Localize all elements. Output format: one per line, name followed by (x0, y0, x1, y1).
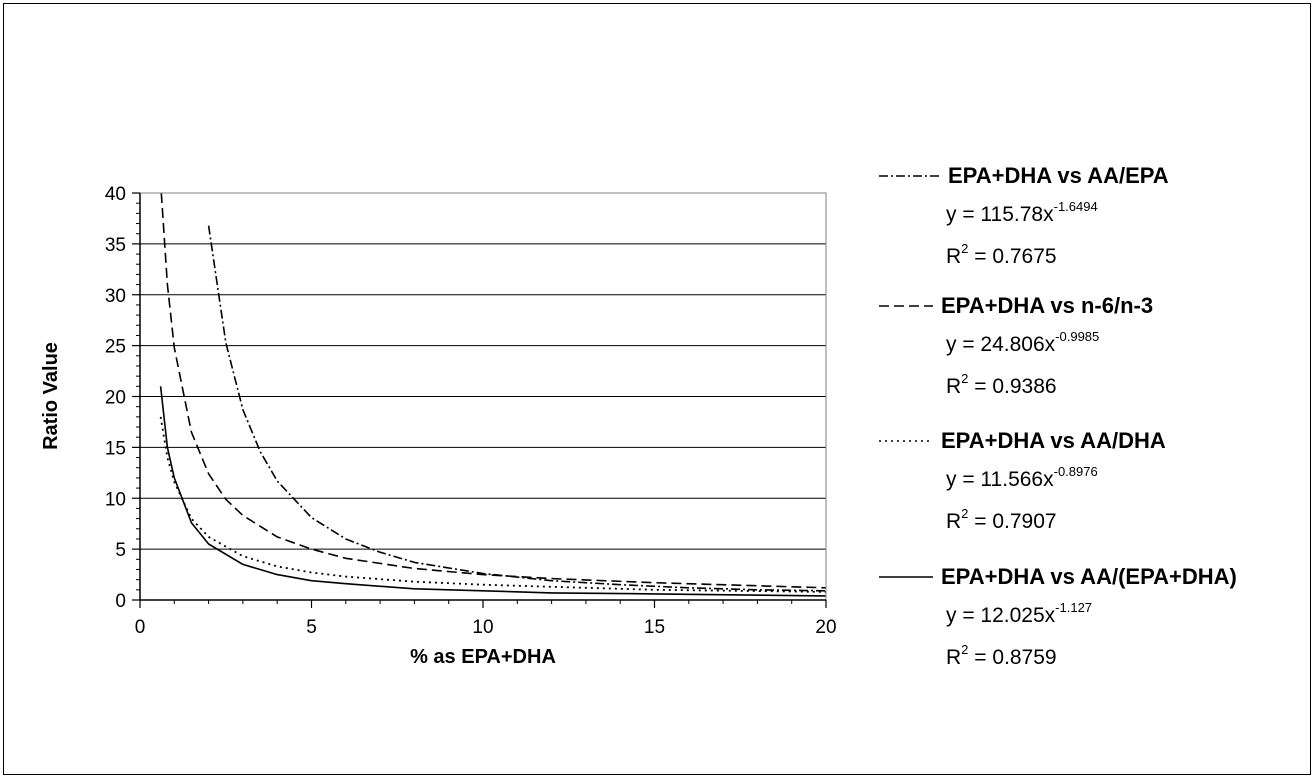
equation-exponent: -0.8976 (1054, 464, 1098, 479)
r-squared-value: = 0.8759 (968, 646, 1056, 669)
y-axis-title: Ratio Value (40, 342, 62, 450)
equation-text: y = 11.566x (946, 468, 1054, 491)
y-tick-label: 25 (105, 337, 126, 358)
chart-frame (3, 3, 1311, 775)
r-squared-exponent: 2 (961, 642, 968, 657)
legend-r-squared: R2 = 0.7907 (946, 506, 1057, 533)
x-tick-label: 5 (306, 617, 317, 638)
legend-r-squared: R2 = 0.8759 (946, 642, 1057, 669)
x-axis-title: % as EPA+DHA (410, 646, 556, 668)
plot-series (159, 193, 826, 597)
r-squared-value: = 0.7675 (968, 245, 1056, 268)
y-tick-label: 10 (105, 489, 126, 510)
legend-equation: y = 115.78x-1.6494 (946, 199, 1098, 226)
axes: 0 5 10 15 20 25 30 35 40 0 5 10 15 20 % as EPA+DHA Ra… (40, 184, 837, 668)
legend-entry: EPA+DHA vs AA/EPA y = 115.78x-1.6494 R2 = … (879, 163, 1169, 268)
legend-r-squared: R2 = 0.7675 (946, 241, 1057, 268)
r-squared-label: R (946, 646, 961, 669)
x-tick-label: 0 (135, 617, 146, 638)
legend-r-squared: R2 = 0.9386 (946, 371, 1057, 398)
series-line-3 (159, 416, 826, 593)
r-squared-exponent: 2 (961, 371, 968, 386)
r-squared-value: = 0.9386 (968, 375, 1056, 398)
r-squared-label: R (946, 375, 961, 398)
equation-text: y = 115.78x (946, 203, 1054, 226)
y-tick-label: 0 (115, 591, 126, 612)
r-squared-exponent: 2 (961, 241, 968, 256)
legend-series-name: EPA+DHA vs AA/EPA (948, 163, 1169, 188)
equation-exponent: -0.9985 (1055, 329, 1099, 344)
y-tick-label: 20 (105, 388, 126, 409)
series-line-1 (207, 225, 826, 592)
equation-text: y = 24.806x (946, 333, 1056, 356)
legend-entry: EPA+DHA vs AA/DHA y = 11.566x-0.8976 R2 = … (879, 428, 1166, 533)
r-squared-label: R (946, 245, 961, 268)
y-tick-label: 30 (105, 286, 126, 307)
equation-exponent: -1.6494 (1054, 199, 1098, 214)
legend-series-name: EPA+DHA vs AA/(EPA+DHA) (941, 564, 1237, 589)
r-squared-label: R (946, 510, 961, 533)
legend-equation: y = 24.806x-0.9985 (946, 329, 1099, 356)
y-tick-label: 40 (105, 184, 126, 205)
legend-series-name: EPA+DHA vs n-6/n-3 (941, 293, 1153, 318)
equation-exponent: -1.127 (1055, 600, 1092, 615)
legend-equation: y = 11.566x-0.8976 (946, 464, 1098, 491)
x-tick-label: 15 (644, 617, 665, 638)
x-tick-label: 20 (815, 617, 836, 638)
r-squared-exponent: 2 (961, 506, 968, 521)
y-tick-label: 5 (115, 540, 126, 561)
series-line-4 (159, 386, 826, 597)
equation-text: y = 12.025x (946, 604, 1056, 627)
r-squared-value: = 0.7907 (968, 510, 1056, 533)
series-line-2 (160, 193, 826, 589)
legend-entry: EPA+DHA vs AA/(EPA+DHA) y = 12.025x-1.127… (879, 564, 1237, 669)
x-tick-label: 10 (472, 617, 493, 638)
y-tick-label: 15 (105, 438, 126, 459)
y-tick-label: 35 (105, 235, 126, 256)
legend-equation: y = 12.025x-1.127 (946, 600, 1092, 627)
legend-series-name: EPA+DHA vs AA/DHA (941, 428, 1166, 453)
axis-ticks: 0 5 10 15 20 25 30 35 40 0 5 10 15 20 (105, 184, 837, 638)
gridlines (140, 243, 826, 550)
legend-entry: EPA+DHA vs n-6/n-3 y = 24.806x-0.9985 R2 =… (879, 293, 1153, 398)
